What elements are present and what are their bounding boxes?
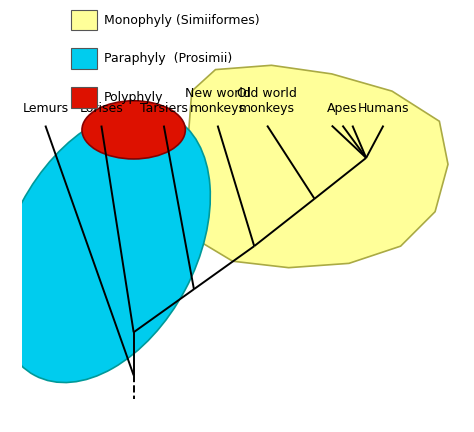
Text: Paraphyly  (Prosimii): Paraphyly (Prosimii) xyxy=(103,52,232,65)
Text: Humans: Humans xyxy=(358,102,409,115)
Text: Lorises: Lorises xyxy=(80,102,123,115)
FancyBboxPatch shape xyxy=(71,48,97,69)
Text: Lemurs: Lemurs xyxy=(22,102,68,115)
Polygon shape xyxy=(188,65,448,268)
Text: New world
monkeys: New world monkeys xyxy=(185,87,251,115)
FancyBboxPatch shape xyxy=(71,10,97,30)
Ellipse shape xyxy=(0,110,210,382)
Text: Polyphyly: Polyphyly xyxy=(103,91,163,104)
Text: Tarsiers: Tarsiers xyxy=(140,102,188,115)
Text: Monophyly (Simiiformes): Monophyly (Simiiformes) xyxy=(103,13,259,27)
FancyBboxPatch shape xyxy=(71,87,97,108)
Ellipse shape xyxy=(82,101,185,159)
Text: Old world
monkeys: Old world monkeys xyxy=(237,87,297,115)
Text: Apes: Apes xyxy=(327,102,357,115)
